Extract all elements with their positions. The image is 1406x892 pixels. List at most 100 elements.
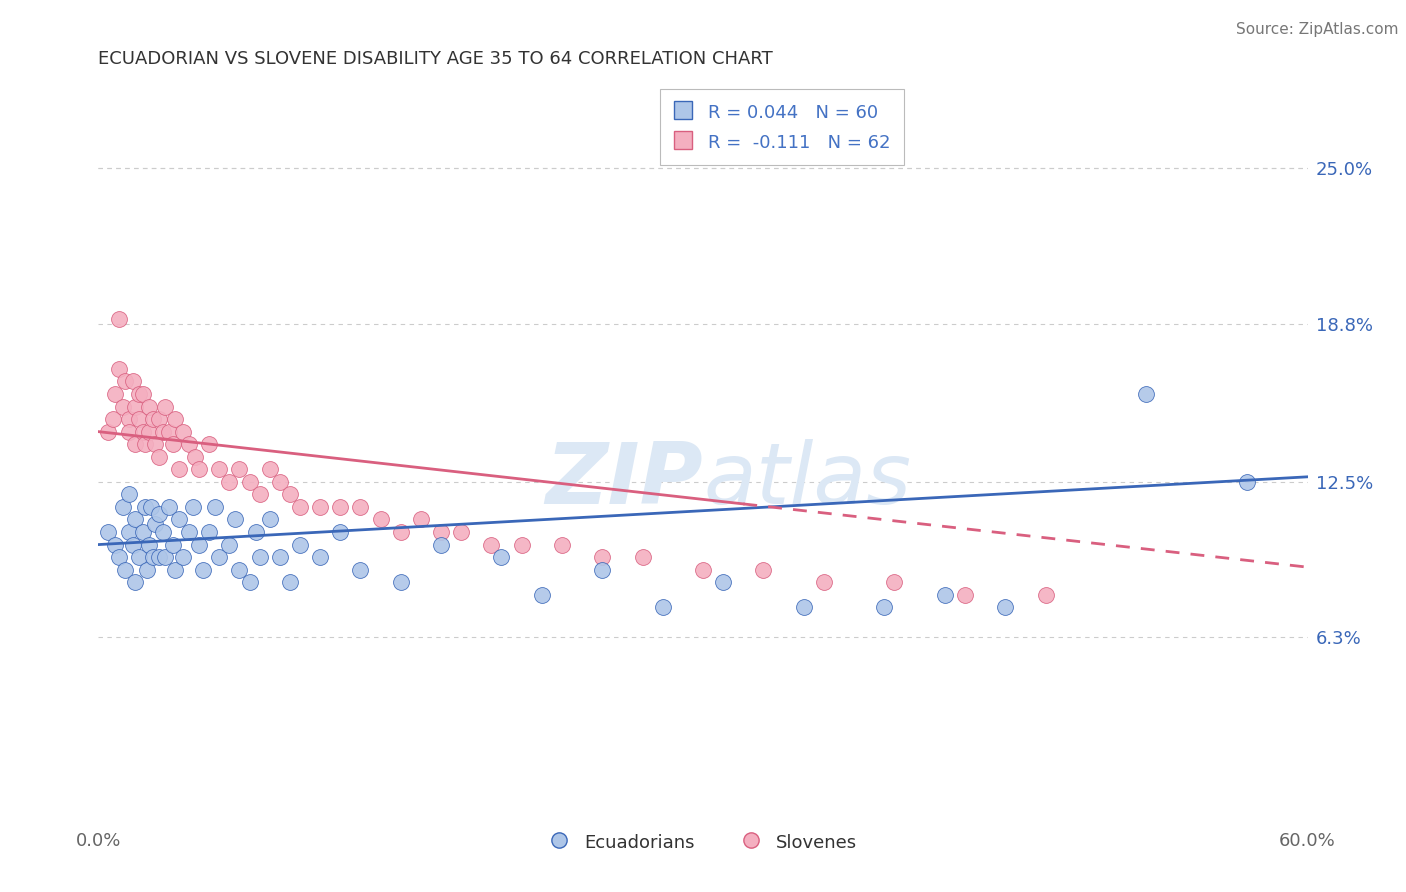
Point xyxy=(124,437,146,451)
Point xyxy=(153,400,176,414)
Point xyxy=(132,425,155,439)
Point xyxy=(711,575,734,590)
Point xyxy=(111,500,134,514)
Point xyxy=(228,462,250,476)
Point xyxy=(249,550,271,565)
Point xyxy=(873,600,896,615)
Point xyxy=(152,524,174,539)
Point xyxy=(118,412,141,426)
Point xyxy=(349,500,371,514)
Point xyxy=(142,550,165,565)
Point xyxy=(97,425,120,439)
Point xyxy=(692,563,714,577)
Point xyxy=(152,425,174,439)
Point xyxy=(181,500,204,514)
Point xyxy=(218,475,240,489)
Point xyxy=(134,500,156,514)
Point xyxy=(208,462,231,476)
Point xyxy=(188,462,211,476)
Point xyxy=(309,500,332,514)
Point xyxy=(329,500,352,514)
Point xyxy=(651,600,673,615)
Point xyxy=(239,575,262,590)
Point xyxy=(193,563,215,577)
Point xyxy=(510,538,533,552)
Point xyxy=(370,512,392,526)
Point xyxy=(143,517,166,532)
Point xyxy=(204,500,226,514)
Point xyxy=(259,462,281,476)
Point xyxy=(269,475,291,489)
Point xyxy=(309,550,332,565)
Point xyxy=(329,524,352,539)
Point xyxy=(148,450,170,464)
Point xyxy=(157,425,180,439)
Point xyxy=(118,425,141,439)
Point xyxy=(813,575,835,590)
Point xyxy=(481,538,503,552)
Point xyxy=(138,538,160,552)
Point xyxy=(121,538,143,552)
Point xyxy=(124,575,146,590)
Point xyxy=(148,508,170,522)
Point xyxy=(103,538,125,552)
Point xyxy=(162,538,184,552)
Point xyxy=(138,425,160,439)
Point xyxy=(752,563,775,577)
Point xyxy=(1236,475,1258,489)
Point xyxy=(135,563,157,577)
Point xyxy=(118,487,141,501)
Point xyxy=(953,588,976,602)
Point xyxy=(172,550,194,565)
Point xyxy=(245,524,267,539)
Text: Source: ZipAtlas.com: Source: ZipAtlas.com xyxy=(1236,22,1399,37)
Point xyxy=(1135,387,1157,401)
Point xyxy=(208,550,231,565)
Point xyxy=(101,412,124,426)
Point xyxy=(167,512,190,526)
Point xyxy=(259,512,281,526)
Point xyxy=(278,575,301,590)
Point xyxy=(134,437,156,451)
Point xyxy=(793,600,815,615)
Point xyxy=(389,524,412,539)
Point xyxy=(249,487,271,501)
Point xyxy=(138,400,160,414)
Point xyxy=(97,524,120,539)
Point xyxy=(591,550,613,565)
Point xyxy=(163,563,186,577)
Point xyxy=(389,575,412,590)
Point xyxy=(124,400,146,414)
Point xyxy=(224,512,246,526)
Point xyxy=(153,550,176,565)
Point xyxy=(179,437,201,451)
Point xyxy=(148,412,170,426)
Point xyxy=(409,512,432,526)
Point xyxy=(128,387,150,401)
Point xyxy=(934,588,956,602)
Point xyxy=(430,524,453,539)
Point xyxy=(198,524,221,539)
Point xyxy=(228,563,250,577)
Point xyxy=(103,387,125,401)
Text: ZIP: ZIP xyxy=(546,439,703,522)
Point xyxy=(162,437,184,451)
Point xyxy=(128,550,150,565)
Point xyxy=(142,412,165,426)
Point xyxy=(132,524,155,539)
Point xyxy=(349,563,371,577)
Point xyxy=(239,475,262,489)
Point xyxy=(172,425,194,439)
Point xyxy=(883,575,905,590)
Point xyxy=(107,362,129,376)
Point xyxy=(163,412,186,426)
Point xyxy=(114,563,136,577)
Point xyxy=(157,500,180,514)
Legend: Ecuadorians, Slovenes: Ecuadorians, Slovenes xyxy=(541,824,865,860)
Point xyxy=(288,538,311,552)
Point xyxy=(218,538,240,552)
Point xyxy=(288,500,311,514)
Point xyxy=(188,538,211,552)
Point xyxy=(111,400,134,414)
Point xyxy=(114,375,136,389)
